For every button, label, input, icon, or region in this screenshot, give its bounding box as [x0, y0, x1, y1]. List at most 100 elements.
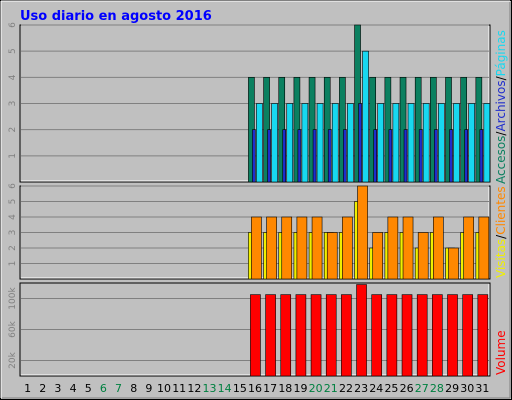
- x-tick-label-day-8: 8: [130, 382, 137, 395]
- bar-archivos-day-18: [282, 129, 287, 183]
- side-label-part: /: [494, 75, 508, 80]
- bar-archivos-day-19: [297, 129, 302, 183]
- bar-paginas-day-29: [453, 103, 460, 183]
- volume-panel-y-tick-label: 60k: [8, 320, 18, 337]
- bar-volume-day-31: [477, 294, 489, 377]
- bar-volume-day-16: [250, 294, 261, 377]
- bar-archivos-day-31: [479, 129, 484, 183]
- x-tick-label-day-7: 7: [115, 382, 122, 395]
- x-tick-label-day-19: 19: [293, 382, 307, 395]
- side-label-part: Accesos: [494, 136, 508, 184]
- bar-paginas-day-31: [483, 103, 491, 183]
- bar-volume-day-22: [341, 294, 352, 377]
- hits-panel-y-tick-label: 5: [8, 48, 18, 54]
- x-tick-label-day-3: 3: [54, 382, 61, 395]
- bar-archivos-day-17: [267, 129, 271, 183]
- bar-paginas-day-17: [271, 103, 278, 183]
- x-tick-label-day-29: 29: [445, 382, 459, 395]
- bar-paginas-day-25: [392, 103, 400, 183]
- visits-panel-y-tick-label: 6: [8, 183, 18, 189]
- x-tick-label-day-16: 16: [248, 382, 262, 395]
- volume-panel-y-tick-label: 20k: [8, 351, 18, 368]
- bar-volume-day-26: [401, 294, 413, 377]
- x-tick-label-day-5: 5: [85, 382, 92, 395]
- bar-volume-day-29: [447, 294, 458, 377]
- bar-paginas-day-16: [256, 103, 263, 183]
- hits-panel-y-tick-label: 4: [8, 74, 18, 80]
- bar-volume-day-23: [356, 284, 367, 377]
- x-tick-label-day-27: 27: [415, 382, 429, 395]
- x-tick-label-day-21: 21: [324, 382, 338, 395]
- bar-clientes-day-19: [296, 216, 308, 280]
- side-label-part: Archivos: [494, 80, 508, 131]
- x-tick-label-day-22: 22: [339, 382, 353, 395]
- x-tick-label-day-12: 12: [187, 382, 201, 395]
- side-label-part: /: [494, 234, 508, 239]
- side-label-bottom: Volume: [494, 330, 508, 375]
- side-label-part: /: [494, 131, 508, 136]
- visits-panel-y-tick-label: 1: [8, 261, 18, 267]
- side-label-part: Clientes: [494, 186, 508, 234]
- bar-volume-day-30: [462, 294, 473, 377]
- bar-archivos-day-16: [252, 129, 256, 183]
- bar-paginas-day-20: [316, 103, 324, 183]
- bar-clientes-day-21: [326, 232, 338, 280]
- bar-archivos-day-28: [434, 129, 438, 183]
- bar-clientes-day-25: [387, 216, 399, 280]
- chart-title: Uso diario en agosto 2016: [20, 9, 212, 24]
- bar-archivos-day-29: [449, 129, 453, 183]
- bar-volume-day-27: [416, 294, 428, 377]
- x-tick-label-day-6: 6: [100, 382, 107, 395]
- bar-clientes-day-29: [448, 247, 459, 280]
- x-tick-label-day-14: 14: [218, 382, 232, 395]
- bar-volume-day-21: [325, 294, 337, 377]
- bar-paginas-day-30: [468, 103, 475, 183]
- x-tick-label-day-2: 2: [39, 382, 46, 395]
- visits-panel-y-tick-label: 2: [8, 245, 18, 251]
- bar-clientes-day-24: [372, 232, 384, 280]
- x-tick-label-day-4: 4: [70, 382, 77, 395]
- bar-clientes-day-26: [402, 216, 414, 280]
- bar-clientes-day-18: [281, 216, 293, 280]
- bar-archivos-day-27: [418, 129, 423, 183]
- bar-clientes-day-23: [357, 185, 368, 280]
- x-tick-label-day-28: 28: [430, 382, 444, 395]
- bar-clientes-day-27: [417, 232, 429, 280]
- side-label-part: Visitas: [494, 239, 508, 278]
- bar-volume-day-20: [310, 294, 322, 377]
- bar-clientes-day-31: [478, 216, 490, 280]
- bar-paginas-day-22: [347, 103, 354, 183]
- bar-archivos-day-23: [358, 103, 362, 183]
- side-label-top: Accesos/Archivos/Páginas: [494, 30, 508, 184]
- x-tick-label-day-17: 17: [263, 382, 277, 395]
- bar-archivos-day-24: [373, 129, 378, 183]
- bar-archivos-day-26: [403, 129, 408, 183]
- bar-paginas-day-21: [331, 103, 339, 183]
- bar-archivos-day-20: [312, 129, 317, 183]
- bar-clientes-day-17: [266, 216, 277, 280]
- x-tick-label-day-10: 10: [157, 382, 171, 395]
- x-tick-label-day-9: 9: [145, 382, 152, 395]
- hits-panel-y-tick-label: 2: [8, 127, 18, 133]
- volume-panel-y-tick-label: 100k: [8, 287, 18, 310]
- bar-paginas-day-19: [301, 103, 309, 183]
- side-label-middle: Visitas/Clientes: [494, 186, 508, 278]
- hits-panel-y-tick-label: 1: [8, 153, 18, 159]
- bar-paginas-day-24: [377, 103, 385, 183]
- x-tick-label-day-20: 20: [309, 382, 323, 395]
- x-tick-label-day-26: 26: [400, 382, 414, 395]
- bar-paginas-day-26: [407, 103, 415, 183]
- bar-volume-day-24: [371, 294, 383, 377]
- side-label-part: Volume: [494, 330, 508, 375]
- bar-archivos-day-21: [327, 129, 332, 183]
- bar-archivos-day-25: [388, 129, 393, 183]
- bar-archivos-day-30: [464, 129, 468, 183]
- x-tick-label-day-1: 1: [24, 382, 31, 395]
- x-tick-label-day-31: 31: [475, 382, 489, 395]
- visits-panel-y-tick-label: 5: [8, 199, 18, 205]
- x-tick-label-day-18: 18: [278, 382, 292, 395]
- bar-paginas-day-18: [286, 103, 294, 183]
- side-label-part: Páginas: [494, 30, 508, 76]
- bar-clientes-day-16: [251, 216, 262, 280]
